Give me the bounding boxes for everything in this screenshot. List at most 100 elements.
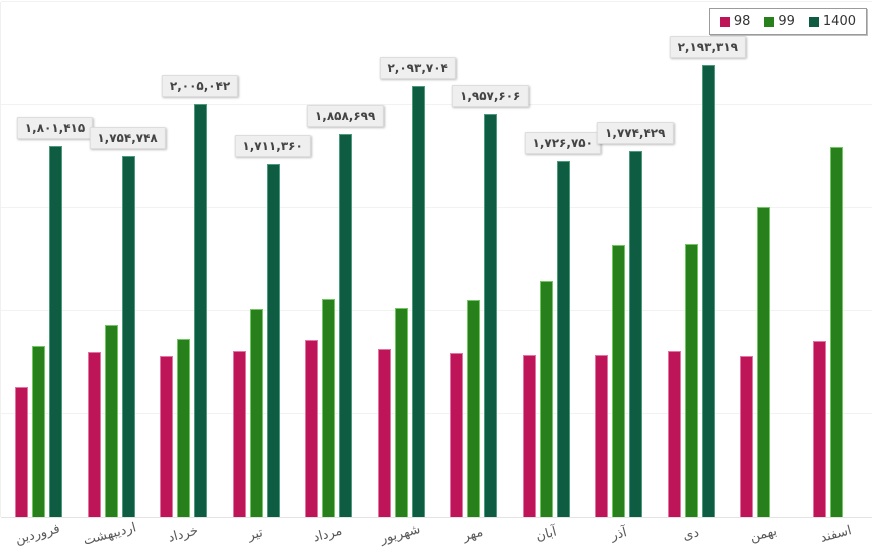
- data-label: ۱,۹۵۷,۶۰۶: [451, 85, 529, 107]
- bar-groups: ۱,۸۰۱,۴۱۵ ۱,۷۵۴,۷۴۸ ۲,۰۰۵,۰۴۲ ۱,۷۱۱,۳۶۰ ۱,۸۵…: [1, 2, 872, 517]
- month-cell: اردیبهشت: [82, 517, 138, 552]
- data-label: ۲,۰۰۵,۰۴۲: [161, 75, 239, 97]
- month-label: آبان: [533, 524, 558, 545]
- month-cell: مهر: [450, 517, 497, 552]
- month-cell: شهریور: [377, 517, 424, 552]
- bar-group: ۱,۷۲۶,۷۵۰: [522, 2, 601, 517]
- month-label: شهریور: [379, 521, 423, 548]
- bar-group: ۱,۹۵۷,۶۰۶: [450, 2, 529, 517]
- bar-series-99[interactable]: [104, 325, 118, 517]
- bar-series-99[interactable]: [249, 309, 263, 517]
- month-label: تیر: [246, 525, 265, 544]
- data-label: ۱,۷۷۴,۴۲۹: [597, 122, 674, 144]
- bar-series-98[interactable]: [160, 356, 174, 517]
- gridline: [1, 104, 872, 105]
- bar-series-98[interactable]: [15, 387, 28, 517]
- data-label: ۱,۷۵۴,۷۴۸: [89, 127, 166, 149]
- bar-series-99[interactable]: [177, 339, 191, 517]
- bar-series-98[interactable]: [522, 355, 536, 517]
- month-cell: خرداد: [159, 517, 206, 552]
- bar-group: ۱,۸۰۱,۴۱۵: [15, 2, 94, 517]
- legend-label: 1400: [822, 14, 856, 29]
- bar-group: ۲,۰۹۳,۷۰۴: [377, 2, 456, 517]
- month-cell: تیر: [232, 517, 279, 552]
- data-label: ۱,۷۱۱,۳۶۰: [234, 135, 311, 157]
- bar-series-1400[interactable]: [339, 134, 353, 517]
- bar-series-1400[interactable]: [121, 156, 135, 517]
- month-label: اسفند: [819, 523, 854, 546]
- gridline: [1, 413, 872, 414]
- month-cell: بهمن: [740, 517, 787, 552]
- month-cell: اسفند: [813, 517, 860, 552]
- bar-series-1400[interactable]: [266, 164, 280, 517]
- chart-legend: 98 99 1400: [708, 8, 867, 35]
- month-label: اردیبهشت: [82, 520, 138, 549]
- bar-series-99[interactable]: [757, 207, 771, 517]
- month-label: دی: [681, 525, 701, 544]
- bar-group: ۲,۱۹۳,۳۱۹: [667, 2, 746, 517]
- bar-series-98[interactable]: [87, 352, 101, 517]
- gridline: [1, 207, 872, 208]
- bar-group: ۲,۰۰۵,۰۴۲: [160, 2, 239, 517]
- bar-series-99[interactable]: [539, 281, 553, 517]
- data-label: ۱,۸۰۱,۴۱۵: [16, 117, 94, 139]
- legend-label: 99: [778, 14, 795, 29]
- bar-series-1400[interactable]: [194, 104, 208, 517]
- legend-swatch-icon: [808, 16, 819, 27]
- bar-series-99[interactable]: [322, 299, 336, 517]
- month-label: مهر: [461, 524, 485, 545]
- bar-series-98[interactable]: [377, 349, 391, 517]
- bar-series-1400[interactable]: [49, 146, 62, 517]
- month-label: خرداد: [166, 523, 200, 546]
- bar-series-1400[interactable]: [629, 151, 643, 517]
- bar-group: ۱,۷۷۴,۴۲۹: [595, 2, 674, 517]
- bar-group: ۱,۸۵۸,۶۹۹: [305, 2, 384, 517]
- month-label: مرداد: [311, 523, 345, 546]
- bar-group: ۱,۷۵۴,۷۴۸: [87, 2, 166, 517]
- gridline: [1, 310, 872, 311]
- bar-series-99[interactable]: [394, 308, 408, 517]
- bar-series-1400[interactable]: [556, 161, 570, 517]
- bar-series-1400[interactable]: [484, 114, 498, 517]
- bar-series-99[interactable]: [684, 244, 698, 517]
- x-axis-labels: فروردین اردیبهشت خرداد تیر مرداد شهریور مهر آبا…: [0, 517, 872, 552]
- data-label: ۱,۷۲۶,۷۵۰: [524, 132, 601, 154]
- month-cell: آذر: [595, 517, 642, 552]
- month-label: بهمن: [748, 523, 779, 546]
- month-label: آذر: [608, 525, 629, 544]
- legend-swatch-icon: [719, 16, 730, 27]
- month-cell: دی: [668, 517, 715, 552]
- bar-series-99[interactable]: [829, 147, 843, 517]
- bar-series-98[interactable]: [595, 355, 609, 517]
- plot-area: ۱,۸۰۱,۴۱۵ ۱,۷۵۴,۷۴۸ ۲,۰۰۵,۰۴۲ ۱,۷۱۱,۳۶۰ ۱,۸۵…: [0, 1, 872, 518]
- legend-swatch-icon: [764, 16, 775, 27]
- legend-item-99[interactable]: 99: [764, 14, 795, 29]
- legend-item-98[interactable]: 98: [719, 14, 751, 29]
- bar-series-98[interactable]: [450, 353, 464, 517]
- bar-series-98[interactable]: [232, 351, 246, 517]
- bar-series-99[interactable]: [612, 245, 626, 517]
- legend-label: 98: [733, 14, 751, 29]
- bar-group: [740, 2, 787, 517]
- bar-series-98[interactable]: [740, 356, 754, 517]
- bar-series-1400[interactable]: [411, 86, 425, 517]
- legend-item-1400[interactable]: 1400: [808, 14, 856, 29]
- data-label: ۲,۰۹۳,۷۰۴: [379, 57, 456, 79]
- bar-series-98[interactable]: [812, 341, 826, 517]
- bar-series-99[interactable]: [467, 300, 481, 517]
- bar-series-99[interactable]: [32, 346, 45, 517]
- data-label: ۱,۸۵۸,۶۹۹: [306, 105, 384, 127]
- bar-group: ۱,۷۱۱,۳۶۰: [232, 2, 311, 517]
- month-cell: مرداد: [305, 517, 352, 552]
- bar-series-98[interactable]: [305, 340, 319, 517]
- month-cell: آبان: [522, 517, 569, 552]
- bar-group: [812, 2, 860, 517]
- month-cell: فروردین: [13, 517, 62, 552]
- gridline: [1, 1, 872, 2]
- data-label: ۲,۱۹۳,۳۱۹: [669, 36, 746, 58]
- bar-series-1400[interactable]: [701, 65, 715, 517]
- month-label: فروردین: [13, 521, 62, 548]
- x-axis-line: [1, 517, 872, 518]
- bar-series-98[interactable]: [667, 351, 681, 517]
